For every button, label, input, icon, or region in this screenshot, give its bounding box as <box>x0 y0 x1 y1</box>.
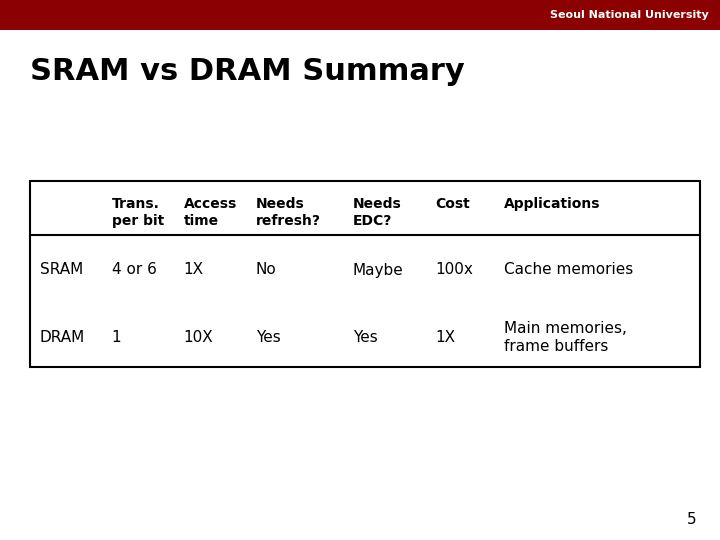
Text: 4 or 6: 4 or 6 <box>112 262 156 278</box>
Text: Cost: Cost <box>436 197 470 211</box>
Bar <box>30 181 700 367</box>
Text: Applications: Applications <box>504 197 600 211</box>
Text: 100x: 100x <box>436 262 474 278</box>
Text: SRAM: SRAM <box>40 262 83 278</box>
Text: Access
time: Access time <box>184 197 237 228</box>
Text: Needs
refresh?: Needs refresh? <box>256 197 320 228</box>
Text: Trans.
per bit: Trans. per bit <box>112 197 164 228</box>
Text: DRAM: DRAM <box>40 330 85 345</box>
Text: Main memories,
frame buffers: Main memories, frame buffers <box>504 321 627 354</box>
Text: SRAM vs DRAM Summary: SRAM vs DRAM Summary <box>30 57 465 86</box>
Text: Yes: Yes <box>256 330 280 345</box>
Text: 1: 1 <box>112 330 121 345</box>
Text: Maybe: Maybe <box>353 262 403 278</box>
Bar <box>0 0 720 30</box>
Text: Cache memories: Cache memories <box>504 262 634 278</box>
Text: Yes: Yes <box>353 330 377 345</box>
Text: No: No <box>256 262 276 278</box>
Text: Seoul National University: Seoul National University <box>551 10 709 20</box>
Text: 1X: 1X <box>436 330 456 345</box>
Text: 1X: 1X <box>184 262 204 278</box>
Text: Needs
EDC?: Needs EDC? <box>353 197 402 228</box>
Text: 5: 5 <box>688 511 697 526</box>
Text: 10X: 10X <box>184 330 213 345</box>
